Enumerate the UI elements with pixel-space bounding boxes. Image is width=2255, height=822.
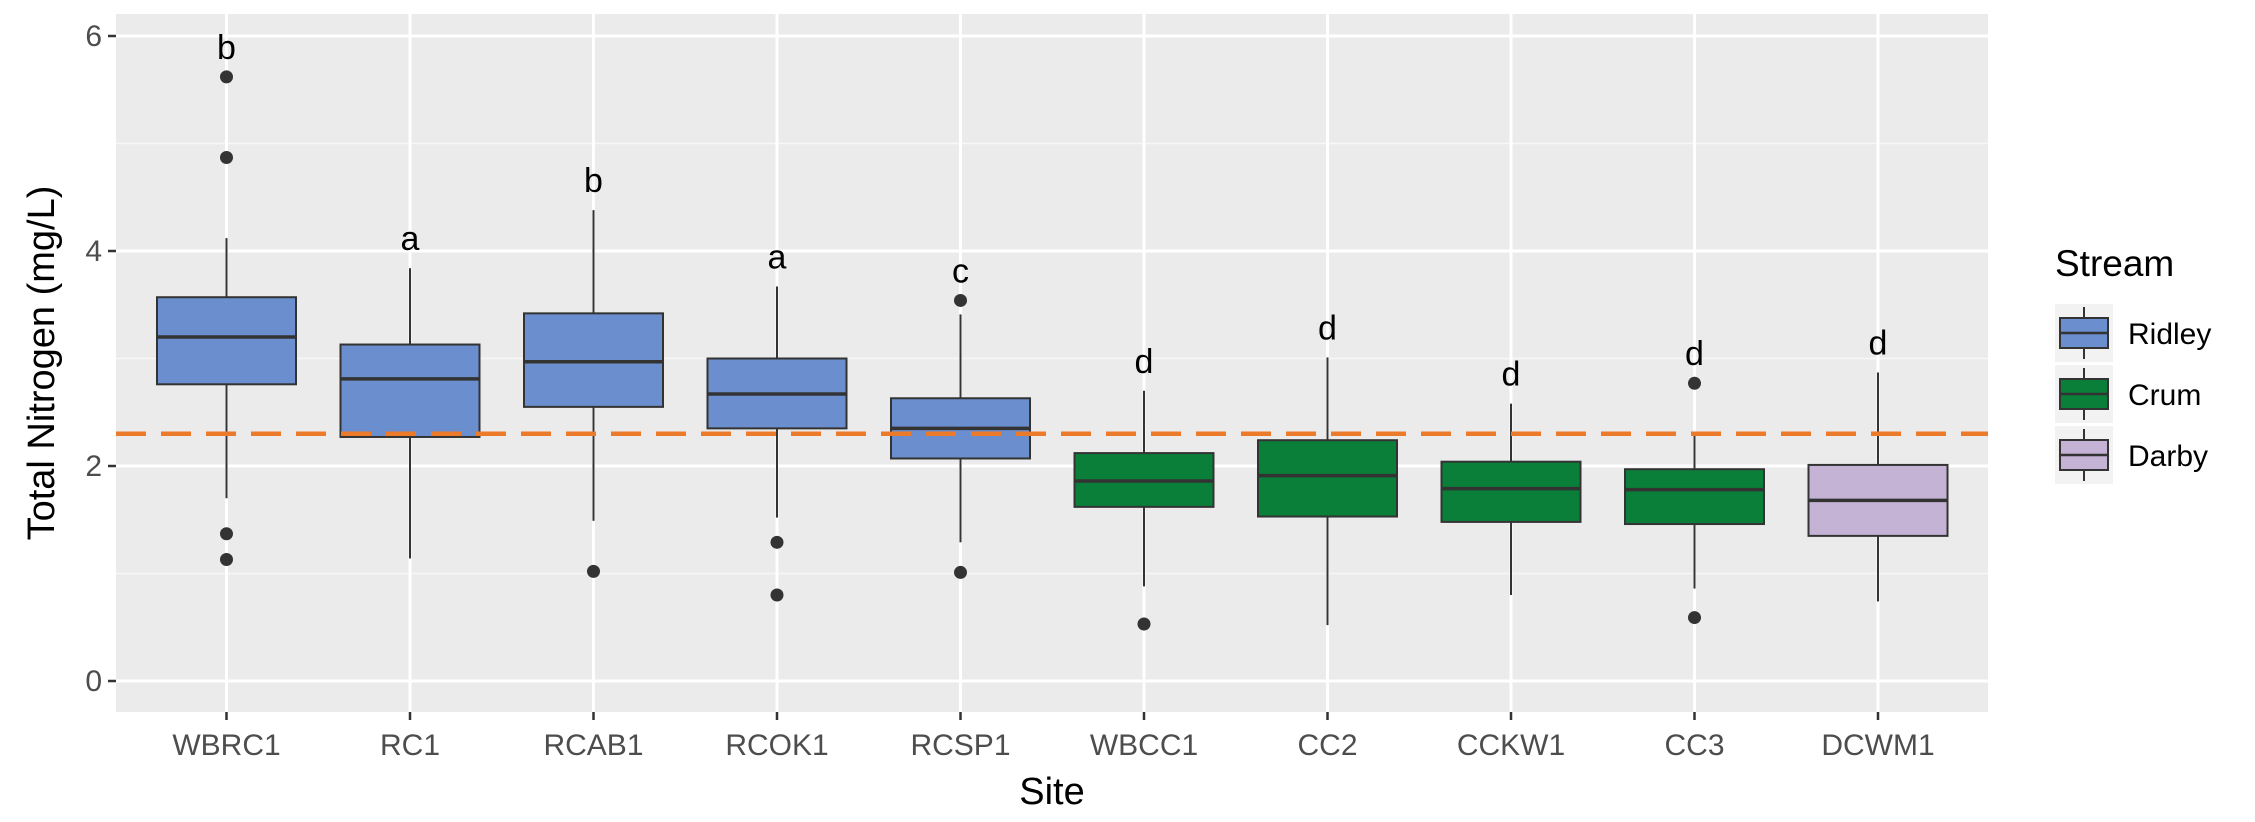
x-tick-label: RCSP1	[910, 729, 1010, 762]
box-wbcc1	[1073, 390, 1215, 631]
outlier-point	[954, 293, 967, 307]
legend-label-crum: Crum	[2128, 379, 2201, 412]
y-axis-title: Total Nitrogen (mg/L)	[21, 186, 63, 541]
x-axis: WBRC1 RC1 RCAB1 RCOK1 RCSP1 WBCC1 CC2 CCKW1 CC3 D…	[172, 712, 1935, 762]
box-dcwm1	[1807, 372, 1949, 602]
outlier-point	[1137, 617, 1151, 631]
x-tick-label: CC3	[1664, 729, 1724, 762]
significance-letter: c	[952, 252, 969, 290]
legend-label-ridley: Ridley	[2128, 318, 2211, 351]
boxes-layer	[156, 70, 1949, 631]
significance-letter: a	[401, 220, 420, 258]
box-iqr	[339, 343, 481, 438]
significance-letter: b	[217, 29, 236, 67]
box-rc1	[339, 268, 481, 559]
outlier-point	[770, 588, 784, 602]
box-rcab1	[523, 210, 664, 578]
significance-letter: d	[1685, 335, 1704, 373]
legend: Stream Ridley Crum Darby	[2055, 243, 2211, 484]
box-cc2	[1257, 357, 1398, 626]
x-axis-title: Site	[1019, 771, 1084, 813]
x-tick-label: WBRC1	[172, 729, 280, 762]
outlier-point	[220, 70, 233, 84]
outlier-point	[220, 553, 233, 567]
box-iqr	[156, 296, 297, 386]
outlier-point	[220, 527, 233, 541]
legend-title: Stream	[2055, 243, 2174, 284]
x-tick-label: CC2	[1297, 729, 1357, 762]
outlier-point	[220, 150, 233, 164]
y-tick-label: 6	[85, 20, 102, 53]
y-axis: 0 2 4 6	[85, 20, 116, 698]
y-tick-label: 2	[85, 450, 102, 483]
outlier-point	[770, 535, 784, 549]
x-tick-label: CCKW1	[1457, 729, 1565, 762]
box-cckw1	[1440, 403, 1582, 595]
y-tick-label: 4	[85, 235, 102, 268]
significance-letter: d	[1869, 324, 1888, 362]
outlier-point	[954, 565, 967, 579]
outlier-point	[1688, 611, 1701, 625]
box-rcsp1	[890, 293, 1031, 579]
x-tick-label: WBCC1	[1090, 729, 1198, 762]
box-iqr	[1257, 439, 1398, 518]
box-wbrc1	[156, 70, 297, 567]
x-tick-label: RCAB1	[543, 729, 643, 762]
legend-label-darby: Darby	[2128, 440, 2208, 473]
significance-letter: d	[1135, 343, 1154, 381]
box-iqr	[1440, 460, 1582, 523]
significance-letter: a	[768, 238, 787, 276]
significance-letter: b	[584, 162, 603, 200]
box-iqr	[1624, 468, 1765, 526]
significance-letter: d	[1502, 356, 1521, 394]
outlier-point	[1688, 376, 1701, 390]
box-cc3	[1624, 376, 1765, 625]
x-tick-label: RC1	[380, 729, 440, 762]
outlier-point	[587, 564, 600, 578]
y-tick-label: 0	[85, 665, 102, 698]
significance-letter: d	[1318, 309, 1337, 347]
box-rcok1	[706, 286, 848, 602]
x-tick-label: DCWM1	[1821, 729, 1934, 762]
significance-letters-layer: b a b a c d d d d d	[217, 29, 1887, 394]
x-tick-label: RCOK1	[725, 729, 828, 762]
